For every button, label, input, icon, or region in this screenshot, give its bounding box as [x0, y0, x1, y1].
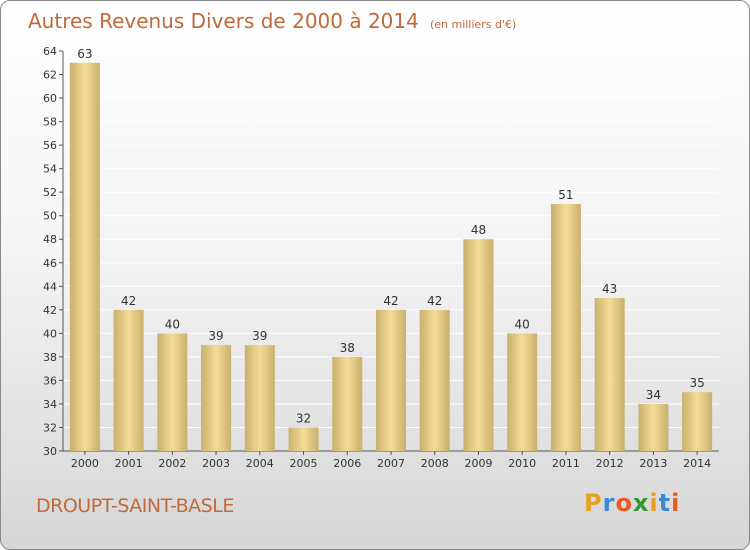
y-tick-label: 54 — [43, 163, 57, 176]
logo-letter: x — [632, 489, 650, 517]
x-tick-label: 2005 — [290, 457, 318, 470]
y-tick-label: 32 — [43, 421, 57, 434]
proxiti-logo: Proxiti — [584, 489, 680, 517]
data-label: 63 — [77, 47, 92, 61]
place-name: DROUPT-SAINT-BASLE — [36, 495, 234, 517]
bar — [463, 239, 494, 451]
x-tick-label: 2011 — [552, 457, 580, 470]
y-tick-label: 30 — [43, 445, 57, 458]
x-tick-label: 2014 — [683, 457, 711, 470]
logo-letter: P — [584, 489, 603, 517]
data-label: 42 — [427, 294, 442, 308]
data-label: 32 — [296, 411, 311, 425]
bar — [376, 309, 406, 451]
data-label: 42 — [121, 294, 136, 308]
bars — [69, 62, 713, 451]
data-label: 43 — [602, 282, 617, 296]
y-tick-label: 48 — [43, 233, 57, 246]
bar — [332, 356, 363, 451]
x-tick-label: 2004 — [246, 457, 274, 470]
logo-letter: i — [649, 489, 659, 517]
x-tick-label: 2001 — [115, 457, 143, 470]
x-tick-label: 2000 — [71, 457, 99, 470]
bar — [507, 333, 538, 451]
y-tick-label: 52 — [43, 186, 57, 199]
x-tick-label: 2002 — [158, 457, 186, 470]
bar — [419, 309, 450, 451]
x-tick-label: 2012 — [596, 457, 624, 470]
y-tick-label: 50 — [43, 210, 57, 223]
y-tick-label: 46 — [43, 257, 57, 270]
bar — [594, 298, 625, 451]
data-label: 35 — [689, 376, 704, 390]
bar — [201, 345, 232, 451]
data-label: 34 — [646, 388, 661, 402]
bar — [638, 403, 669, 451]
bar — [69, 62, 100, 451]
y-tick-label: 44 — [43, 280, 57, 293]
data-label: 51 — [558, 188, 573, 202]
bar — [157, 333, 188, 451]
logo-letter: r — [602, 489, 616, 517]
data-label: 40 — [165, 317, 180, 331]
y-tick-label: 40 — [43, 327, 57, 340]
chart-subtitle: (en milliers d'€) — [429, 18, 517, 31]
bar — [244, 345, 275, 451]
data-label: 48 — [471, 223, 486, 237]
x-tick-label: 2013 — [639, 457, 667, 470]
logo-letter: o — [615, 489, 633, 517]
y-tick-label: 36 — [43, 374, 57, 387]
x-tick-label: 2010 — [508, 457, 536, 470]
x-tick-label: 2008 — [421, 457, 449, 470]
chart-title: Autres Revenus Divers de 2000 à 2014 — [28, 9, 419, 33]
y-tick-label: 60 — [43, 92, 57, 105]
y-tick-label: 42 — [43, 304, 57, 317]
x-tick-label: 2009 — [464, 457, 492, 470]
data-label: 40 — [515, 317, 530, 331]
data-label: 39 — [208, 329, 223, 343]
y-tick-label: 62 — [43, 69, 57, 82]
data-label: 38 — [340, 341, 355, 355]
x-tick-label: 2003 — [202, 457, 230, 470]
y-tick-label: 34 — [43, 398, 57, 411]
bar — [550, 203, 581, 451]
y-tick-label: 58 — [43, 116, 57, 129]
logo-letter: t — [658, 489, 672, 517]
x-tick-label: 2007 — [377, 457, 405, 470]
data-label: 42 — [383, 294, 398, 308]
y-tick-label: 38 — [43, 351, 57, 364]
bar — [113, 309, 144, 451]
logo-letter: i — [671, 489, 681, 517]
bar — [288, 427, 319, 451]
y-tick-label: 64 — [43, 45, 57, 58]
y-tick-label: 56 — [43, 139, 57, 152]
x-tick-label: 2006 — [333, 457, 361, 470]
data-labels: 63 42 40 39 39 32 38 42 42 48 40 51 43 34 35 — [77, 47, 705, 426]
data-label: 39 — [252, 329, 267, 343]
title-block: Autres Revenus Divers de 2000 à 2014 (en… — [28, 9, 516, 33]
bar — [682, 392, 713, 451]
